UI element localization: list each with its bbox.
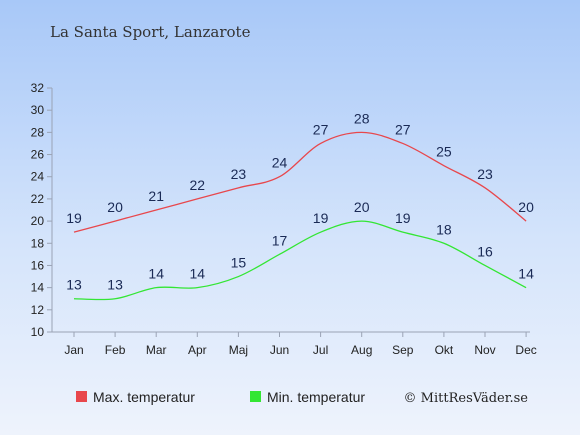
legend: Max. temperatur Min. temperatur — [76, 389, 365, 405]
y-tick-label-16: 16 — [31, 258, 45, 272]
y-axis-ticks: 10 12 14 16 18 20 22 24 26 28 30 32 — [31, 81, 52, 339]
x-tick-label-jan: Jan — [64, 343, 83, 357]
x-tick-label-jul: Jul — [313, 343, 328, 357]
legend-swatch-max — [76, 391, 87, 402]
x-tick-label-maj: Maj — [229, 343, 248, 357]
data-label-min-aug: 20 — [354, 199, 370, 215]
data-label-min-maj: 15 — [231, 255, 247, 271]
x-tick-label-aug: Aug — [351, 343, 372, 357]
data-label-min-mar: 14 — [148, 266, 164, 282]
data-label-min-nov: 16 — [477, 243, 493, 259]
data-label-min-okt: 18 — [436, 221, 452, 237]
data-label-min-jul: 19 — [313, 210, 329, 226]
data-label-min-jan: 13 — [66, 277, 82, 293]
data-label-max-feb: 20 — [107, 199, 123, 215]
x-tick-label-dec: Dec — [515, 343, 536, 357]
x-tick-label-feb: Feb — [105, 343, 126, 357]
data-label-min-apr: 14 — [190, 266, 206, 282]
data-label-max-mar: 21 — [148, 188, 164, 204]
x-axis-ticks: Jan Feb Mar Apr Maj Jun Jul Aug Sep Okt Nov Dec — [64, 332, 537, 357]
x-tick-label-apr: Apr — [188, 343, 207, 357]
y-tick-label-20: 20 — [31, 214, 45, 228]
chart-title: La Santa Sport, Lanzarote — [50, 23, 251, 41]
series-line-max — [73, 131, 527, 233]
x-tick-label-sep: Sep — [392, 343, 414, 357]
data-label-max-maj: 23 — [231, 166, 247, 182]
series-layer — [73, 131, 527, 301]
x-tick-label-mar: Mar — [146, 343, 167, 357]
series-line-min — [73, 220, 527, 301]
y-tick-label-14: 14 — [31, 281, 45, 295]
y-tick-label-24: 24 — [31, 170, 45, 184]
y-tick-label-18: 18 — [31, 236, 45, 250]
y-tick-label-12: 12 — [31, 303, 45, 317]
x-tick-label-nov: Nov — [474, 343, 495, 357]
data-label-min-jun: 17 — [272, 232, 288, 248]
data-label-max-aug: 28 — [354, 110, 370, 126]
data-label-max-dec: 20 — [518, 199, 534, 215]
credit-text: © MittResVäder.se — [404, 391, 529, 406]
legend-swatch-min — [250, 391, 261, 402]
x-tick-label-jun: Jun — [270, 343, 289, 357]
data-label-max-jul: 27 — [313, 121, 329, 137]
legend-label-max: Max. temperatur — [93, 389, 195, 405]
data-label-max-apr: 22 — [190, 177, 206, 193]
data-label-max-jan: 19 — [66, 210, 82, 226]
data-label-min-dec: 14 — [518, 266, 534, 282]
y-tick-label-10: 10 — [31, 325, 45, 339]
data-label-min-feb: 13 — [107, 277, 123, 293]
y-tick-label-22: 22 — [31, 192, 45, 206]
data-label-min-sep: 19 — [395, 210, 411, 226]
legend-label-min: Min. temperatur — [267, 389, 365, 405]
x-tick-label-okt: Okt — [435, 343, 454, 357]
data-label-max-nov: 23 — [477, 166, 493, 182]
y-tick-label-30: 30 — [31, 103, 45, 117]
data-label-max-okt: 25 — [436, 144, 452, 160]
y-tick-label-32: 32 — [31, 81, 45, 95]
data-labels: 19 20 21 22 23 24 27 28 27 25 23 20 13 13 14 14 15 17 19 20… — [66, 110, 534, 292]
data-label-max-jun: 24 — [272, 155, 288, 171]
y-tick-label-26: 26 — [31, 148, 45, 162]
y-tick-label-28: 28 — [31, 125, 45, 139]
data-label-max-sep: 27 — [395, 121, 411, 137]
